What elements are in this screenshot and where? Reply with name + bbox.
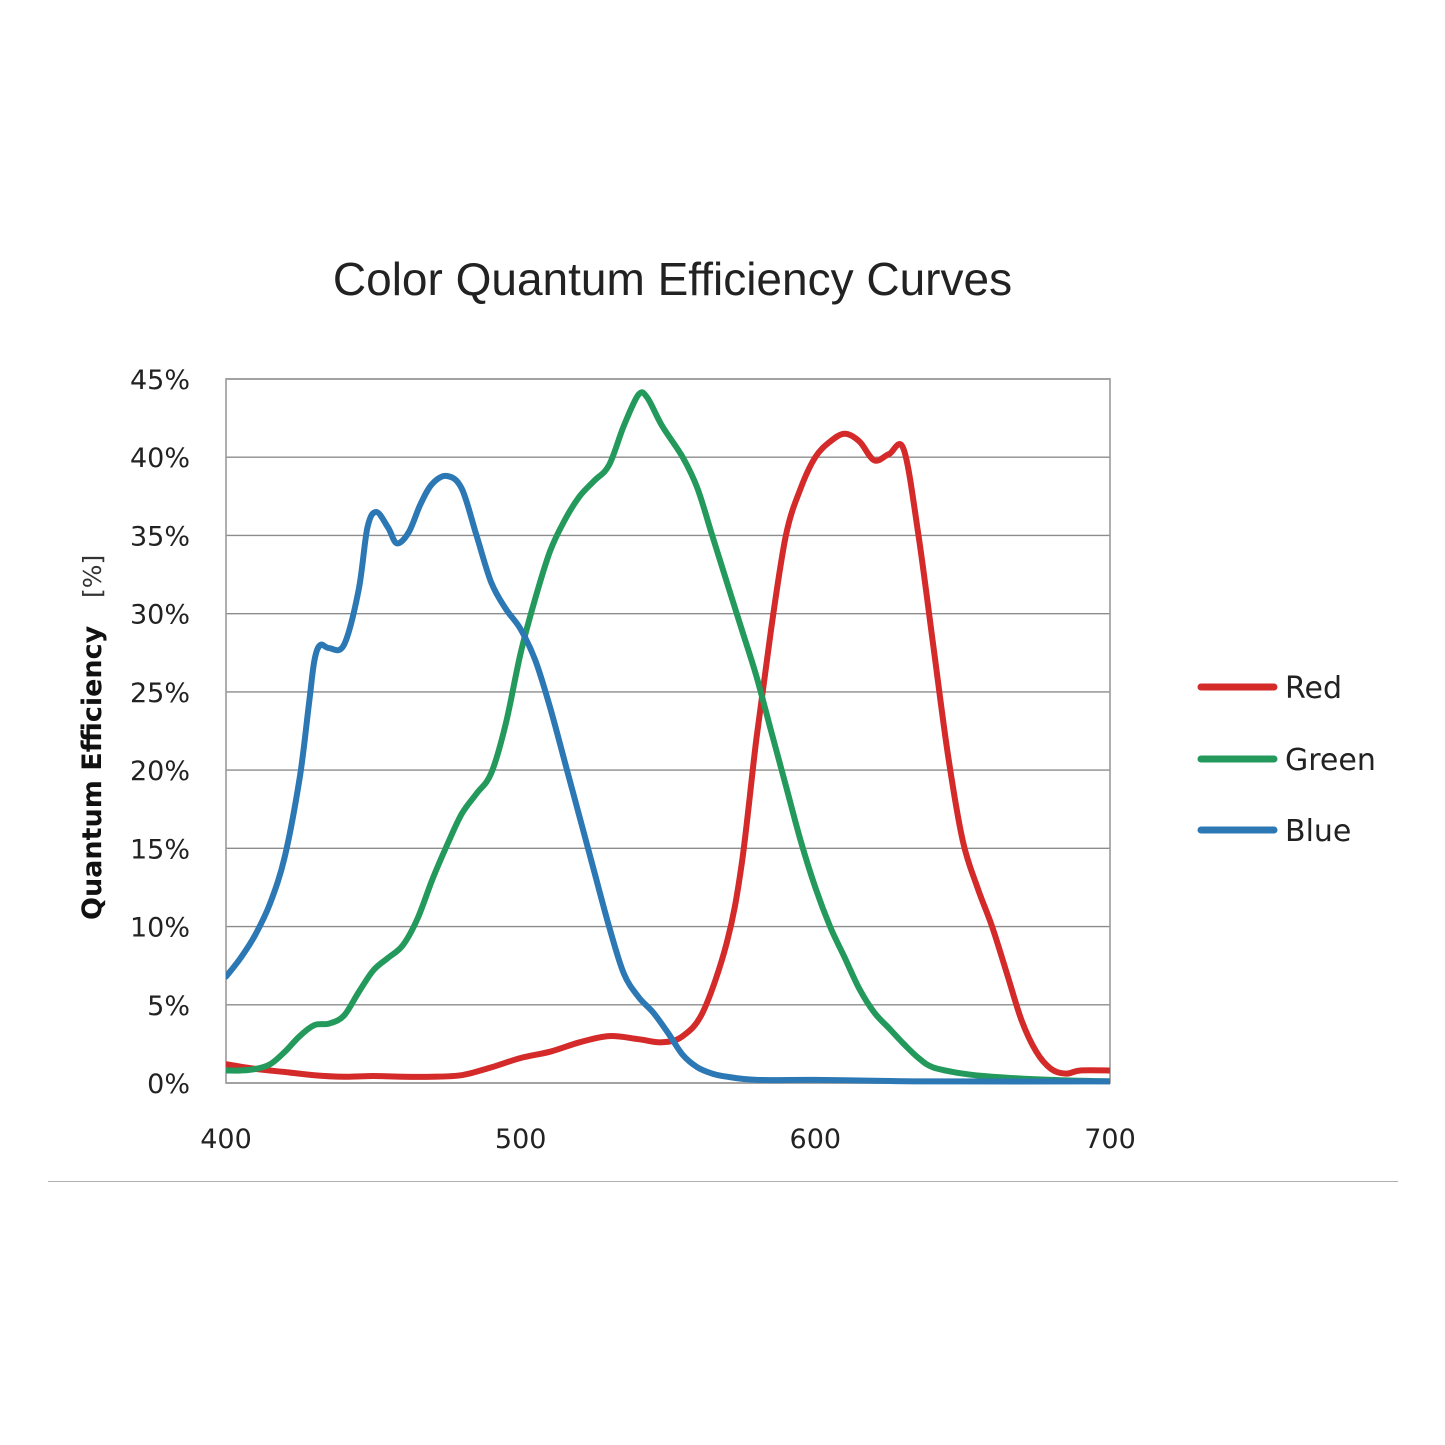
legend-label-green: Green: [1285, 743, 1376, 778]
legend: Red Green Blue: [1197, 671, 1376, 849]
y-tick-label: 0%: [147, 1069, 190, 1100]
y-tick-label: 25%: [130, 678, 190, 709]
y-tick-label: 45%: [130, 365, 190, 396]
y-tick-label: 40%: [130, 443, 190, 474]
series-line-blue: [226, 472, 1110, 1085]
y-axis-label: Quantum Efficiency: [77, 625, 108, 920]
x-tick-label: 400: [200, 1124, 252, 1155]
series-line-green: [226, 389, 1110, 1085]
y-tick-label: 5%: [147, 991, 190, 1022]
legend-label-red: Red: [1285, 671, 1342, 706]
series-line-red: [226, 430, 1110, 1080]
y-tick-label: 20%: [130, 756, 190, 787]
y-tick-label: 15%: [130, 834, 190, 865]
divider-line: [48, 1181, 1398, 1182]
legend-label-blue: Blue: [1285, 814, 1351, 849]
y-tick-label: 35%: [130, 521, 190, 552]
x-tick-label: 700: [1084, 1124, 1136, 1155]
y-axis-unit: [%]: [78, 555, 107, 598]
series-lines: [226, 389, 1110, 1085]
plot-frame: [225, 378, 1111, 1084]
x-tick-label: 500: [495, 1124, 547, 1155]
gridlines: [226, 378, 1110, 1084]
x-axis-ticks: 400 500 600 700: [200, 1124, 1136, 1155]
chart-title: Color Quantum Efficiency Curves: [332, 253, 1013, 305]
y-tick-label: 10%: [130, 913, 190, 944]
y-axis-label-group: Quantum Efficiency [%]: [77, 555, 108, 920]
x-tick-label: 600: [790, 1124, 842, 1155]
y-axis-ticks: 0% 5% 10% 15% 20% 25% 30% 35% 40% 45%: [130, 365, 190, 1100]
y-tick-label: 30%: [130, 600, 190, 631]
